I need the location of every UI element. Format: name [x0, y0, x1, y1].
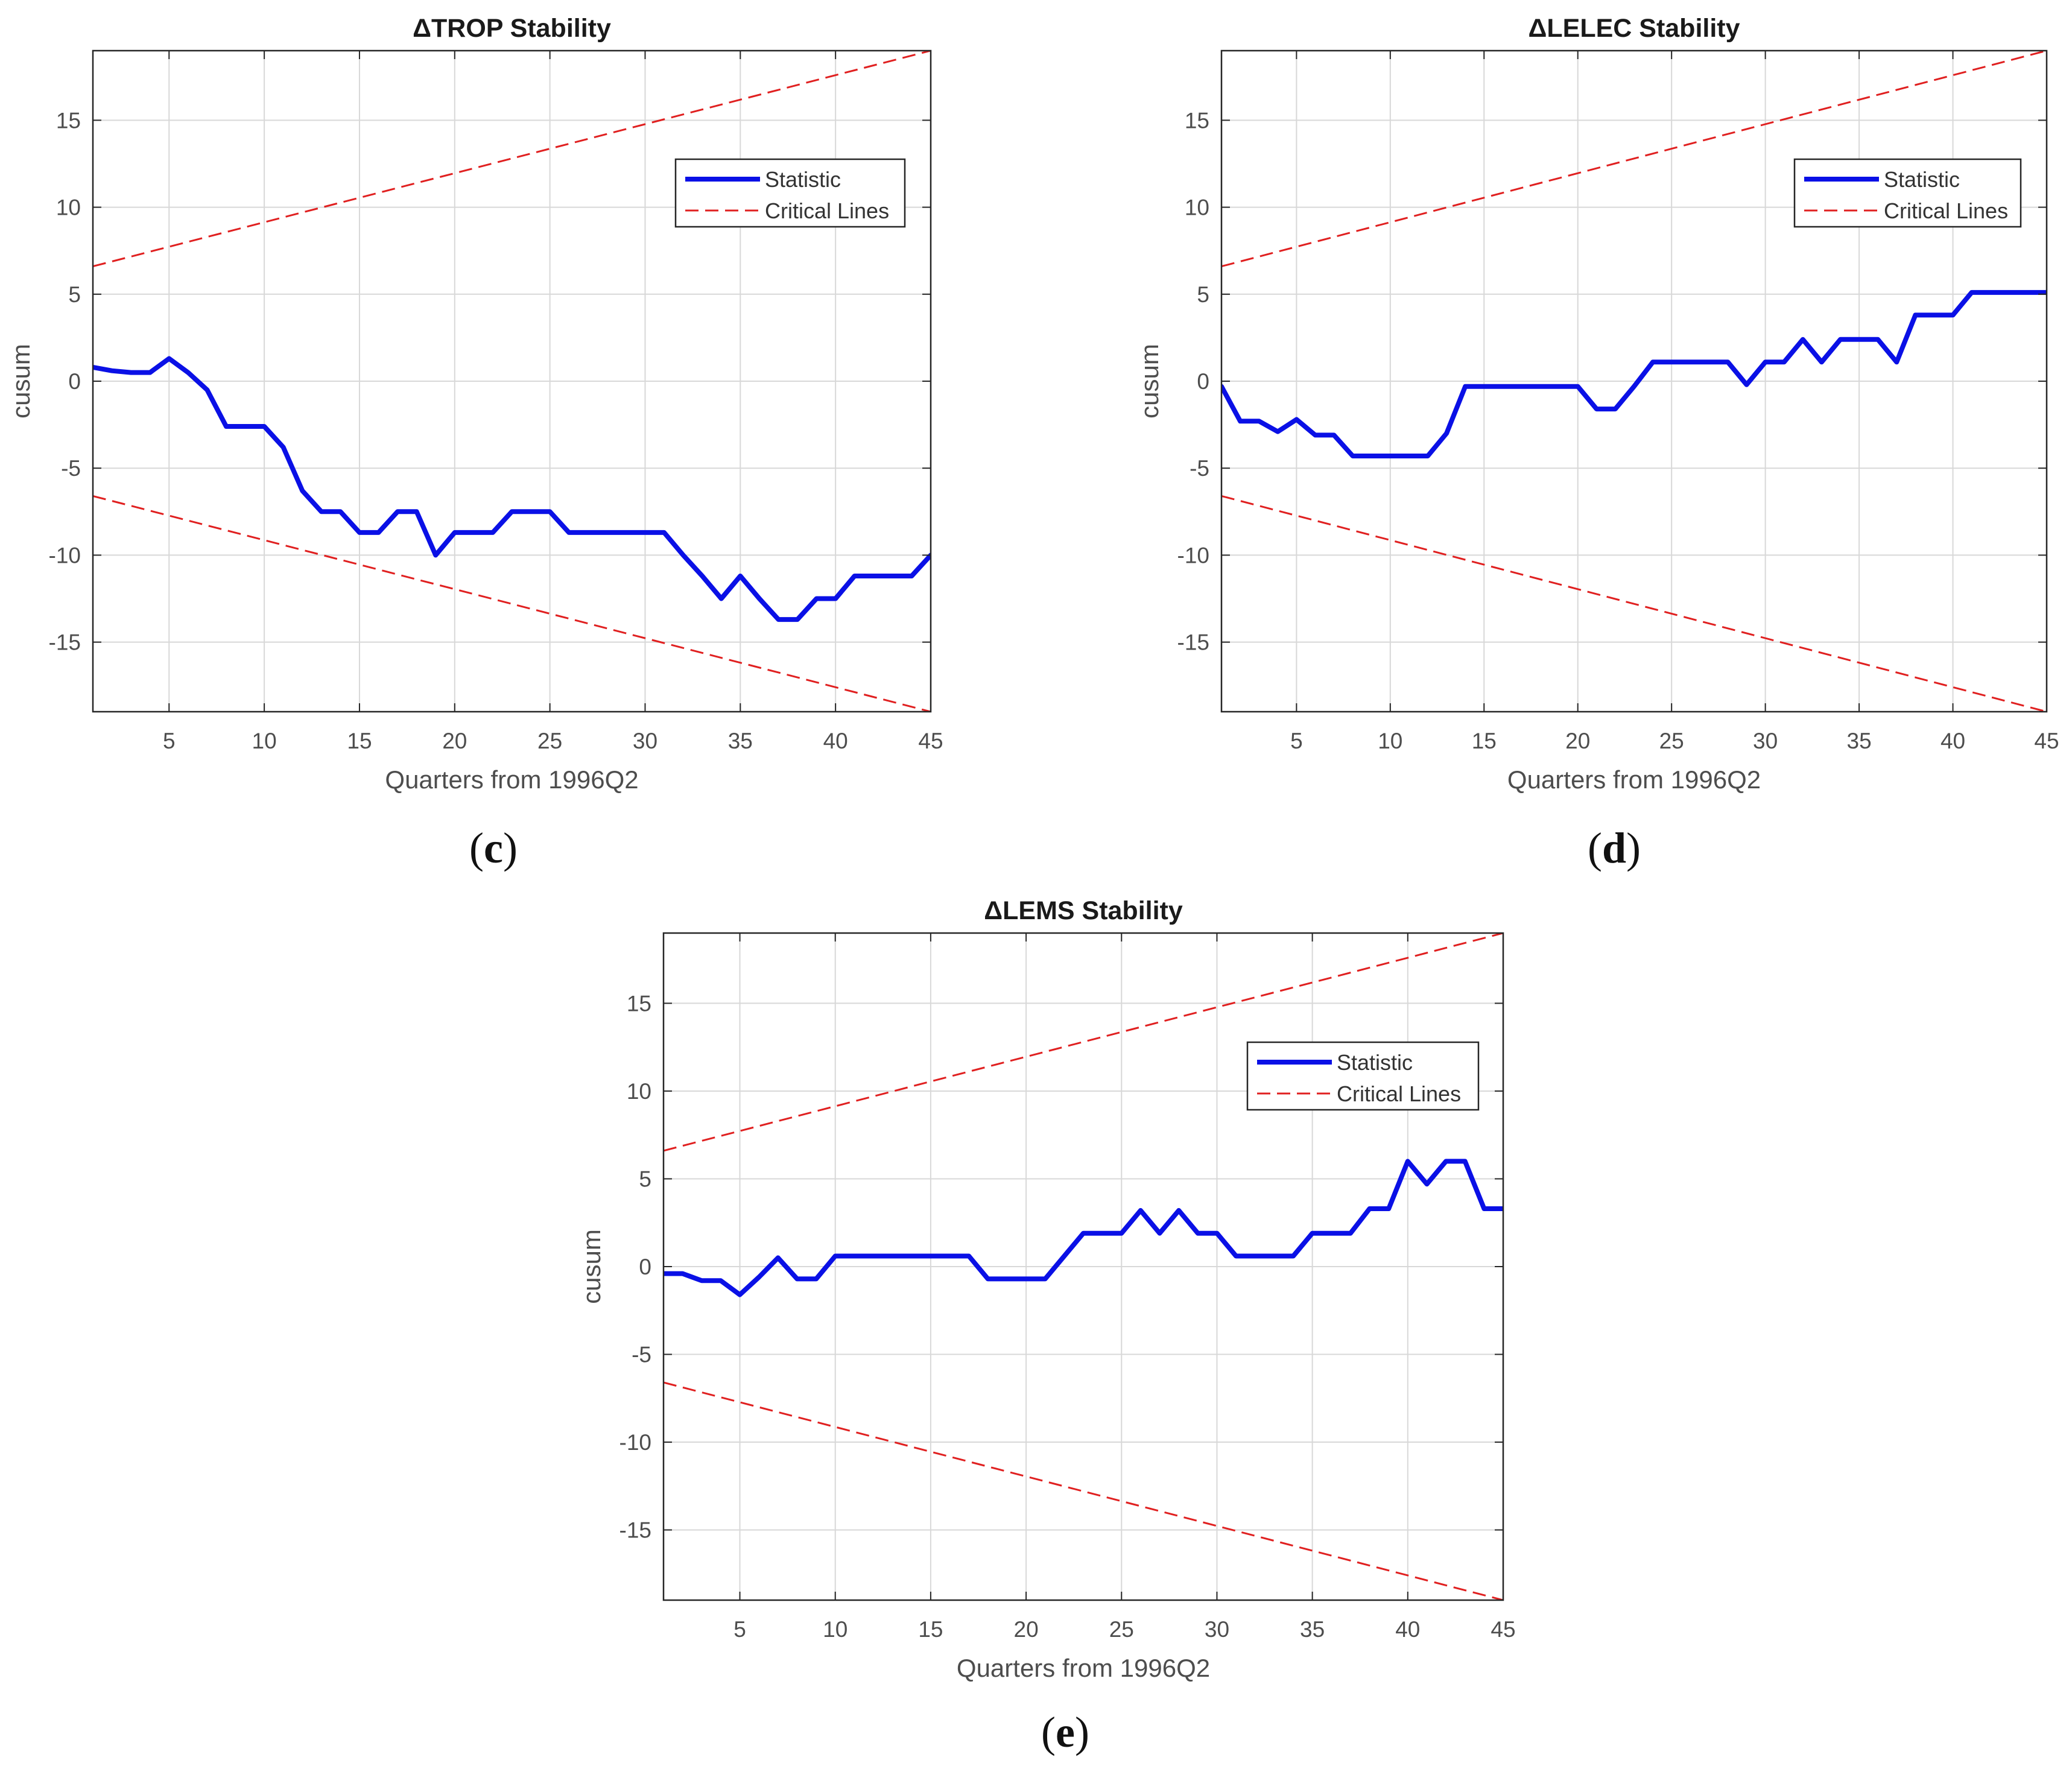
legend-box [1793, 158, 2022, 228]
critical-line [1221, 51, 2047, 268]
y-tick-label: 5 [639, 1166, 651, 1191]
critical-line [93, 495, 931, 712]
y-tick-label: -15 [49, 630, 81, 655]
chart-title: ΔLELEC Stability [1528, 14, 1740, 43]
x-tick-label: 30 [1205, 1617, 1229, 1642]
y-tick-label: -15 [1177, 630, 1209, 655]
legend: Statistic Critical Lines [1246, 1041, 1480, 1111]
y-tick-label: -10 [49, 543, 81, 568]
critical-line [664, 1381, 1503, 1600]
y-tick-label: 0 [68, 369, 81, 394]
statistic-line [93, 356, 931, 622]
x-tick-label: 5 [1290, 729, 1303, 753]
x-tick-label: 25 [1659, 729, 1684, 753]
y-tick-label: 0 [639, 1255, 651, 1279]
y-tick-label: -15 [619, 1518, 651, 1543]
critical-line [664, 933, 1503, 1152]
panel-caption: (d) [1588, 824, 1641, 872]
legend-statistic-label: Statistic [765, 167, 841, 192]
y-tick-label: 5 [68, 282, 81, 307]
x-tick-label: 15 [1472, 729, 1497, 753]
x-axis-label: Quarters from 1996Q2 [957, 1654, 1210, 1682]
panel-caption: (c) [469, 824, 518, 872]
x-tick-label: 15 [918, 1617, 943, 1642]
legend-box [674, 158, 906, 228]
x-tick-label: 5 [163, 729, 176, 753]
x-tick-label: 5 [733, 1617, 746, 1642]
x-tick-label: 40 [1941, 729, 1965, 753]
series-group [1221, 51, 2047, 712]
x-tick-label: 45 [1491, 1617, 1515, 1642]
series-group [664, 933, 1503, 1600]
chart-panel-d: 5 10 15 20 25 30 35 40 45 -15 -10 -5 0 5 10 15 ΔLELEC St… [1135, 14, 2059, 872]
y-tick-label: 0 [1197, 369, 1209, 394]
y-axis-label: cusum [7, 344, 35, 419]
y-axis-label: cusum [577, 1229, 606, 1304]
legend-statistic-label: Statistic [1337, 1050, 1413, 1075]
y-tick-label: 5 [1197, 282, 1209, 307]
x-tick-label: 45 [918, 729, 943, 753]
x-tick-label: 30 [1753, 729, 1778, 753]
legend-statistic-label: Statistic [1884, 167, 1960, 192]
x-tick-label: 25 [1109, 1617, 1134, 1642]
x-tick-label: 45 [2034, 729, 2059, 753]
x-tick-label: 10 [1378, 729, 1402, 753]
x-tick-label: 10 [823, 1617, 847, 1642]
chart-title: ΔTROP Stability [413, 14, 611, 43]
critical-line [93, 51, 931, 268]
x-tick-label: 20 [1565, 729, 1590, 753]
x-tick-label: 25 [537, 729, 562, 753]
panel-caption: (e) [1041, 1708, 1089, 1756]
y-tick-label: -5 [1190, 456, 1209, 481]
statistic-line [1221, 290, 2047, 458]
legend: Statistic Critical Lines [674, 158, 906, 228]
x-axis-label: Quarters from 1996Q2 [1507, 765, 1761, 794]
chart-panel-e: 5 10 15 20 25 30 35 40 45 -15 -10 -5 0 5 10 15 ΔLEMS Sta… [577, 896, 1516, 1756]
x-tick-label: 20 [1014, 1617, 1039, 1642]
x-tick-label: 10 [252, 729, 277, 753]
y-axis-label: cusum [1135, 344, 1164, 419]
y-tick-label: 10 [1185, 195, 1209, 220]
series-group [93, 51, 931, 712]
y-tick-label: -5 [632, 1343, 651, 1367]
legend-critical-label: Critical Lines [1337, 1081, 1461, 1106]
y-tick-label: 15 [56, 108, 81, 133]
y-tick-label: -10 [1177, 543, 1209, 568]
y-tick-label: -10 [619, 1430, 651, 1455]
chart-panel-c: 5 10 15 20 25 30 35 40 45 -15 -10 -5 0 5 10 15 ΔTROP Sta… [7, 14, 943, 872]
y-tick-label: 15 [627, 991, 651, 1016]
critical-line [1221, 495, 2047, 712]
y-tick-label: 10 [56, 195, 81, 220]
legend-critical-label: Critical Lines [765, 198, 889, 223]
x-tick-label: 35 [1300, 1617, 1325, 1642]
x-tick-label: 30 [633, 729, 657, 753]
y-tick-label: -5 [61, 456, 81, 481]
x-tick-label: 15 [347, 729, 372, 753]
x-tick-label: 35 [728, 729, 753, 753]
x-tick-label: 20 [442, 729, 467, 753]
statistic-line [664, 1159, 1503, 1297]
legend-box [1246, 1041, 1480, 1111]
y-tick-label: 10 [627, 1079, 651, 1104]
y-tick-label: 15 [1185, 108, 1209, 133]
x-tick-label: 40 [823, 729, 848, 753]
x-axis-label: Quarters from 1996Q2 [385, 765, 638, 794]
legend: Statistic Critical Lines [1793, 158, 2022, 228]
x-tick-label: 35 [1847, 729, 1872, 753]
x-tick-label: 40 [1395, 1617, 1420, 1642]
legend-critical-label: Critical Lines [1884, 198, 2008, 223]
chart-title: ΔLEMS Stability [984, 896, 1183, 925]
